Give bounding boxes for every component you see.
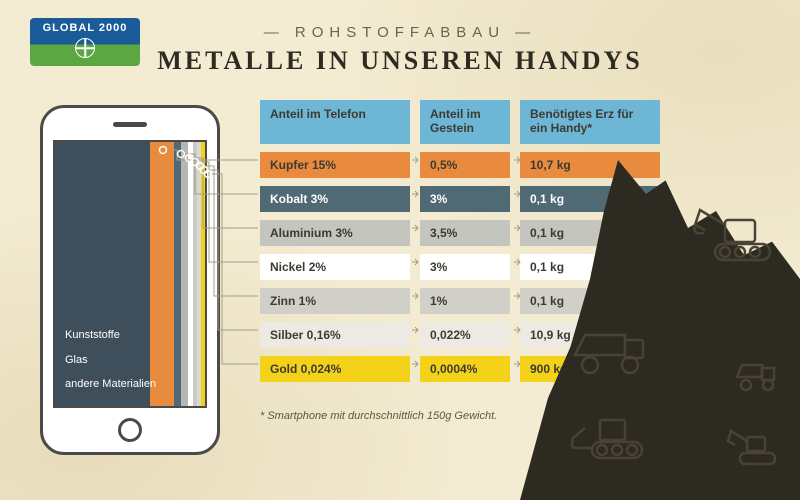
small-excavator-icon <box>725 425 780 470</box>
page-title: METALLE IN UNSEREN HANDYS <box>0 46 800 76</box>
phone-screen: KunststoffeGlasandere Materialien <box>53 140 207 408</box>
material-stripe <box>181 142 188 406</box>
table-cell: 0,022% <box>420 322 510 348</box>
table-cell: Gold 0,024% <box>260 356 410 382</box>
table-cell: 0,0004% <box>420 356 510 382</box>
table-cell: 3,5% <box>420 220 510 246</box>
table-cell: 3% <box>420 254 510 280</box>
phone-label: Kunststoffe <box>65 323 156 347</box>
table-cell: Nickel 2% <box>260 254 410 280</box>
phone-material-labels: KunststoffeGlasandere Materialien <box>65 323 156 396</box>
table-header: Anteil im Telefon <box>260 100 410 144</box>
material-stripe <box>174 142 181 406</box>
excavator-icon <box>690 200 780 270</box>
table-cell: 10,7 kg <box>520 152 660 178</box>
table-cell: 0,5% <box>420 152 510 178</box>
table-cell: Aluminium 3% <box>260 220 410 246</box>
bulldozer-icon <box>570 410 660 470</box>
table-cell: Kobalt 3% <box>260 186 410 212</box>
table-cell: Kupfer 15% <box>260 152 410 178</box>
table-row: Kupfer 15% 0,5% 10,7 kg <box>260 152 670 178</box>
phone-label: andere Materialien <box>65 372 156 396</box>
table-cell: 3% <box>420 186 510 212</box>
small-dumptruck-icon <box>734 359 780 395</box>
table-header: Anteil im Gestein <box>420 100 510 144</box>
table-cell: Silber 0,16% <box>260 322 410 348</box>
table-cell: 1% <box>420 288 510 314</box>
phone-home-icon <box>118 418 142 442</box>
overline: — ROHSTOFFABBAU — <box>0 24 800 41</box>
phone-label: Glas <box>65 348 156 372</box>
table-cell: Zinn 1% <box>260 288 410 314</box>
phone-illustration: KunststoffeGlasandere Materialien <box>40 105 220 455</box>
dumptruck-icon <box>570 325 650 380</box>
material-stripe <box>201 142 205 406</box>
footnote: * Smartphone mit durchschnittlich 150g G… <box>260 410 497 422</box>
phone-speaker-icon <box>113 122 147 127</box>
table-header: Benötigtes Erz für ein Handy* <box>520 100 660 144</box>
